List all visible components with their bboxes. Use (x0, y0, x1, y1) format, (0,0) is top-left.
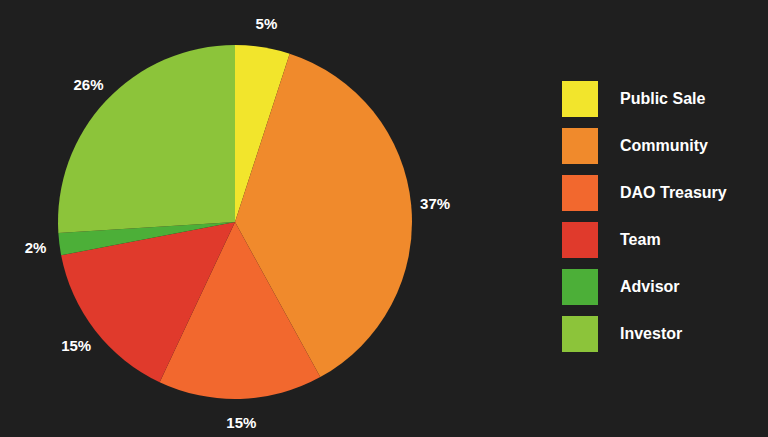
svg-text:26%: 26% (73, 76, 103, 93)
svg-text:5%: 5% (256, 15, 278, 32)
html-text:Investor: Investor (620, 325, 683, 342)
html-text:Community: Community (620, 137, 708, 154)
svg-text:15%: 15% (226, 414, 256, 431)
svg-text:2%: 2% (25, 239, 47, 256)
html-text:DAO Treasury: DAO Treasury (620, 184, 727, 201)
html-text:Public Sale: Public Sale (620, 90, 706, 107)
html-text:Team: Team (620, 231, 661, 248)
html-text:Advisor: Advisor (620, 278, 680, 295)
svg-text:37%: 37% (420, 195, 450, 212)
svg-text:15%: 15% (61, 337, 91, 354)
